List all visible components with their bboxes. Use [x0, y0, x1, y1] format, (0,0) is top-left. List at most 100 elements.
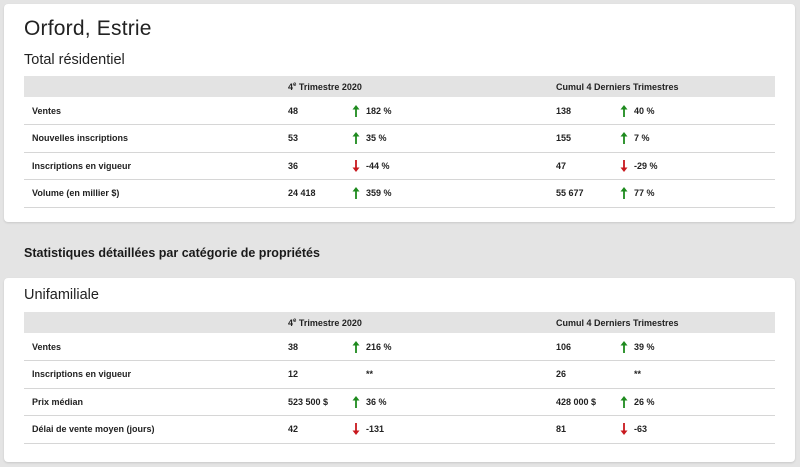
quarter-change: 36 %: [366, 388, 556, 416]
cumul-change: -63: [634, 416, 775, 444]
arrow-up-icon: [620, 340, 628, 353]
quarter-trend: [346, 333, 366, 361]
table-row: Ventes 38 216 % 106 39 %: [24, 333, 775, 361]
total-residential-card: Orford, Estrie Total résidentiel 4e Trim…: [4, 4, 795, 222]
header-quarter-text: Trimestre 2020: [296, 81, 362, 92]
header-quarter: 4e Trimestre 2020: [288, 312, 556, 333]
no-trend-icon: [352, 368, 360, 380]
quarter-value: 38: [288, 341, 299, 352]
quarter-trend: [346, 97, 366, 125]
header-quarter-sup: e: [293, 317, 297, 324]
cumul-change-text: **: [634, 369, 642, 380]
cumul-trend: [614, 416, 634, 444]
quarter-change-text: -131: [366, 424, 385, 435]
arrow-up-icon: [620, 132, 628, 145]
quarter-trend: [346, 416, 366, 444]
quarter-value: 53: [288, 133, 299, 144]
quarter-change: -44 %: [366, 152, 556, 180]
cumul-change-text: -29 %: [634, 160, 658, 171]
quarter-change: 35 %: [366, 125, 556, 153]
quarter-change: 182 %: [366, 97, 556, 125]
header-quarter-sup: e: [293, 81, 297, 88]
table-row: Ventes 48 182 % 138 40 %: [24, 97, 775, 125]
cumul-change: 39 %: [634, 333, 775, 361]
cumul-value: 138: [556, 105, 572, 116]
header-label-column: [24, 76, 288, 97]
cumul-trend: [614, 152, 634, 180]
quarter-trend: [346, 180, 366, 208]
cumul-change: -29 %: [634, 152, 775, 180]
quarter-value: 36: [288, 160, 299, 171]
quarter-value: 42: [288, 424, 299, 435]
table-header-row: 4e Trimestre 2020 Cumul 4 Derniers Trime…: [24, 76, 775, 97]
row-label: Ventes: [32, 105, 62, 116]
cumul-change: 77 %: [634, 180, 775, 208]
quarter-trend: [346, 125, 366, 153]
arrow-up-icon: [620, 395, 628, 408]
row-label: Inscriptions en vigueur: [32, 160, 132, 171]
arrow-up-icon: [352, 340, 360, 353]
quarter-change-text: 359 %: [366, 188, 392, 199]
cumul-trend: [614, 97, 634, 125]
cumul-trend: [614, 361, 634, 389]
arrow-up-icon: [352, 104, 360, 117]
arrow-up-icon: [620, 187, 628, 200]
arrow-up-icon: [352, 395, 360, 408]
row-label: Délai de vente moyen (jours): [32, 424, 155, 435]
unifamiliale-card: Unifamiliale 4e Trimestre 2020 Cumul 4 D…: [4, 278, 795, 462]
cumul-value: 106: [556, 341, 572, 352]
table-row: Prix médian 523 500 $ 36 % 428 000 $ 26 %: [24, 388, 775, 416]
cumul-value: 428 000 $: [556, 396, 597, 407]
cumul-trend: [614, 333, 634, 361]
cumul-change-text: -63: [634, 424, 648, 435]
cumul-change: 26 %: [634, 388, 775, 416]
table-row: Inscriptions en vigueur 36 -44 % 47 -29 %: [24, 152, 775, 180]
arrow-down-icon: [352, 423, 360, 436]
cumul-change-text: 39 %: [634, 341, 655, 352]
cumul-trend: [614, 180, 634, 208]
header-quarter-number: 4: [288, 317, 294, 328]
arrow-up-icon: [352, 187, 360, 200]
header-label-column: [24, 312, 288, 333]
cumul-value: 55 677: [556, 188, 584, 199]
cumul-value: 81: [556, 424, 567, 435]
table-row: Volume (en millier $) 24 418 359 % 55 677 77…: [24, 180, 775, 208]
quarter-trend: [346, 361, 366, 389]
cumul-value: 47: [556, 160, 567, 171]
page-title: Orford, Estrie: [24, 17, 152, 40]
row-label: Inscriptions en vigueur: [32, 369, 132, 380]
header-quarter-number: 4: [288, 81, 294, 92]
header-quarter: 4e Trimestre 2020: [288, 76, 556, 97]
quarter-change-text: 216 %: [366, 341, 392, 352]
arrow-down-icon: [620, 423, 628, 436]
quarter-change-text: 36 %: [366, 396, 387, 407]
row-label: Volume (en millier $): [32, 188, 120, 199]
cumul-change: 7 %: [634, 125, 775, 153]
table-header-row: 4e Trimestre 2020 Cumul 4 Derniers Trime…: [24, 312, 775, 333]
cumul-change-text: 7 %: [634, 133, 650, 144]
quarter-change-text: 182 %: [366, 105, 392, 116]
header-quarter-text: Trimestre 2020: [296, 317, 362, 328]
quarter-value: 523 500 $: [288, 396, 329, 407]
row-label: Ventes: [32, 341, 62, 352]
cumul-value: 155: [556, 133, 572, 144]
header-cumul: Cumul 4 Derniers Trimestres: [556, 317, 679, 328]
quarter-change-text: -44 %: [366, 160, 390, 171]
quarter-change: -131: [366, 416, 556, 444]
arrow-down-icon: [352, 159, 360, 172]
detailed-stats-heading: Statistiques détaillées par catégorie de…: [24, 246, 320, 260]
table-row: Inscriptions en vigueur 12 ** 26 **: [24, 361, 775, 389]
unifamiliale-table: 4e Trimestre 2020 Cumul 4 Derniers Trime…: [24, 312, 775, 444]
quarter-change-text: **: [366, 369, 374, 380]
quarter-change-text: 35 %: [366, 133, 387, 144]
cumul-change-text: 26 %: [634, 396, 655, 407]
row-label: Nouvelles inscriptions: [32, 133, 129, 144]
table-row: Délai de vente moyen (jours) 42 -131 81 -63: [24, 416, 775, 444]
quarter-change: 216 %: [366, 333, 556, 361]
quarter-trend: [346, 152, 366, 180]
total-residential-title: Total résidentiel: [24, 52, 125, 68]
quarter-value: 12: [288, 369, 299, 380]
arrow-up-icon: [352, 132, 360, 145]
table-row: Nouvelles inscriptions 53 35 % 155 7 %: [24, 125, 775, 153]
arrow-up-icon: [620, 104, 628, 117]
